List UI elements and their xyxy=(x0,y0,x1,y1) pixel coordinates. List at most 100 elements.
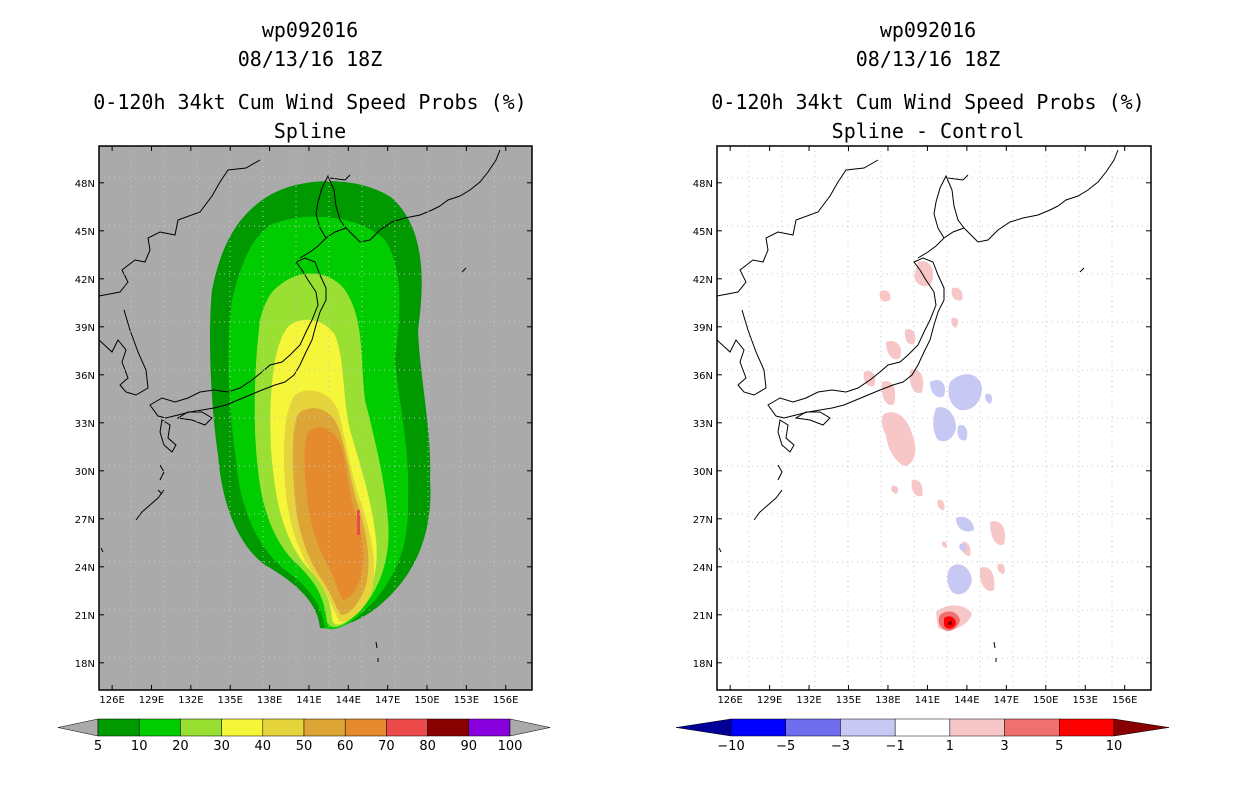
colorbar-level-label: 10 xyxy=(131,739,148,754)
storm-id: wp092016 xyxy=(261,18,359,42)
x-tick-label: 147E xyxy=(994,695,1019,706)
x-tick-label: 129E xyxy=(139,695,164,706)
colorbar-level-label: 5 xyxy=(94,739,102,754)
left-map: 126E 129E 132E 135E 138E 141E 144E 147E 150E 153E… xyxy=(57,145,551,754)
colorbar-swatch xyxy=(730,718,786,737)
y-tick-label: 21N xyxy=(693,611,713,622)
colorbar-level-label: 60 xyxy=(337,739,354,754)
datetime: 08/13/16 18Z xyxy=(237,47,383,71)
negative-1-3 xyxy=(930,374,993,595)
y-tick-label: 27N xyxy=(75,515,95,526)
colorbar-level-label: 80 xyxy=(419,739,436,754)
colorbar-swatch xyxy=(840,718,896,737)
y-tick-label: 45N xyxy=(75,227,95,238)
colorbar-swatch xyxy=(427,718,470,737)
x-tick-label: 150E xyxy=(414,695,439,706)
y-tick-label: 36N xyxy=(75,371,95,382)
y-tick-label: 30N xyxy=(75,467,95,478)
storm-id: wp092016 xyxy=(879,18,977,42)
x-tick-label: 138E xyxy=(257,695,282,706)
y-tick-label: 33N xyxy=(693,419,713,430)
y-tick-label: 18N xyxy=(75,659,95,670)
colorbar-swatch xyxy=(221,718,264,737)
colorbar-swatch xyxy=(785,718,841,737)
x-tick-label: 132E xyxy=(796,695,821,706)
colorbar-level-label: 40 xyxy=(255,739,272,754)
colorbar-level-label: 30 xyxy=(213,739,230,754)
x-tick-label: 132E xyxy=(178,695,203,706)
colorbar-level-label: −1 xyxy=(886,739,905,754)
x-tick-label: 126E xyxy=(717,695,742,706)
x-tick-label: 141E xyxy=(296,695,321,706)
chart-title: 0-120h 34kt Cum Wind Speed Probs (%) xyxy=(93,90,527,114)
positive-over-10 xyxy=(948,621,952,625)
y-tick-label: 48N xyxy=(693,179,713,190)
y-tick-label: 30N xyxy=(693,467,713,478)
colorbar-swatch xyxy=(386,718,428,737)
colorbar-level-label: −10 xyxy=(717,739,744,754)
y-tick-label: 24N xyxy=(693,563,713,574)
colorbar-level-label: 5 xyxy=(1055,739,1063,754)
colorbar: −10 −5 −3 −1 1 3 5 10 xyxy=(675,718,1170,754)
colorbar-swatch xyxy=(180,718,222,737)
y-tick-label: 39N xyxy=(75,323,95,334)
x-tick-label: 126E xyxy=(99,695,124,706)
right-map: 126E 129E 132E 135E 138E 141E 144E 147E 150E 153E… xyxy=(675,145,1170,754)
axis-ticks: 126E 129E 132E 135E 138E 141E 144E 147E 150E 153E… xyxy=(693,146,1151,706)
y-tick-label: 24N xyxy=(75,563,95,574)
colorbar-level-label: 1 xyxy=(946,739,954,754)
y-tick-label: 42N xyxy=(75,275,95,286)
x-tick-label: 138E xyxy=(875,695,900,706)
colorbar-swatch xyxy=(262,718,305,737)
y-tick-label: 39N xyxy=(693,323,713,334)
y-tick-label: 33N xyxy=(75,419,95,430)
y-tick-label: 27N xyxy=(693,515,713,526)
map-frame xyxy=(716,145,1152,691)
gridlines xyxy=(99,146,532,690)
colorbar-over-triangle xyxy=(509,718,551,737)
x-tick-label: 156E xyxy=(493,695,518,706)
colorbar-under-triangle xyxy=(57,718,99,737)
colorbar-swatch xyxy=(1059,718,1115,737)
colorbar-swatch xyxy=(949,718,1005,737)
right-panel: wp092016 08/13/16 18Z 0-120h 34kt Cum Wi… xyxy=(648,0,1208,800)
y-tick-label: 21N xyxy=(75,611,95,622)
chart-subtitle: Spline xyxy=(273,119,347,143)
y-tick-label: 36N xyxy=(693,371,713,382)
x-tick-label: 141E xyxy=(915,695,940,706)
x-tick-label: 150E xyxy=(1033,695,1058,706)
gridlines xyxy=(717,146,1151,690)
x-tick-label: 153E xyxy=(1073,695,1098,706)
x-tick-label: 129E xyxy=(757,695,782,706)
colorbar-level-label: 10 xyxy=(1106,739,1123,754)
colorbar-over-triangle xyxy=(1113,718,1170,737)
x-tick-label: 135E xyxy=(836,695,861,706)
colorbar-level-label: 50 xyxy=(296,739,313,754)
colorbar-swatch xyxy=(138,718,181,737)
chart-title: 0-120h 34kt Cum Wind Speed Probs (%) xyxy=(711,90,1145,114)
x-tick-label: 144E xyxy=(336,695,361,706)
colorbar-level-label: −3 xyxy=(831,739,850,754)
colorbar-swatch xyxy=(468,718,511,737)
colorbar: 5 10 20 30 40 50 60 70 80 90 100 xyxy=(57,718,551,754)
map-frame xyxy=(98,145,533,691)
colorbar-swatch xyxy=(344,718,387,737)
y-tick-label: 45N xyxy=(693,227,713,238)
colorbar-level-label: 90 xyxy=(461,739,478,754)
y-tick-label: 42N xyxy=(693,275,713,286)
left-panel: wp092016 08/13/16 18Z 0-120h 34kt Cum Wi… xyxy=(30,0,590,800)
colorbar-under-triangle xyxy=(675,718,732,737)
colorbar-level-label: 100 xyxy=(498,739,523,754)
x-tick-label: 153E xyxy=(454,695,479,706)
datetime: 08/13/16 18Z xyxy=(855,47,1001,71)
contour-70-mark xyxy=(357,510,360,535)
colorbar-swatch xyxy=(894,718,951,737)
chart-subtitle: Spline - Control xyxy=(831,119,1025,143)
colorbar-swatch xyxy=(303,718,346,737)
coastlines xyxy=(717,149,1119,662)
y-tick-label: 18N xyxy=(693,659,713,670)
colorbar-swatch xyxy=(1004,718,1060,737)
colorbar-level-label: −5 xyxy=(776,739,795,754)
x-tick-label: 147E xyxy=(375,695,400,706)
